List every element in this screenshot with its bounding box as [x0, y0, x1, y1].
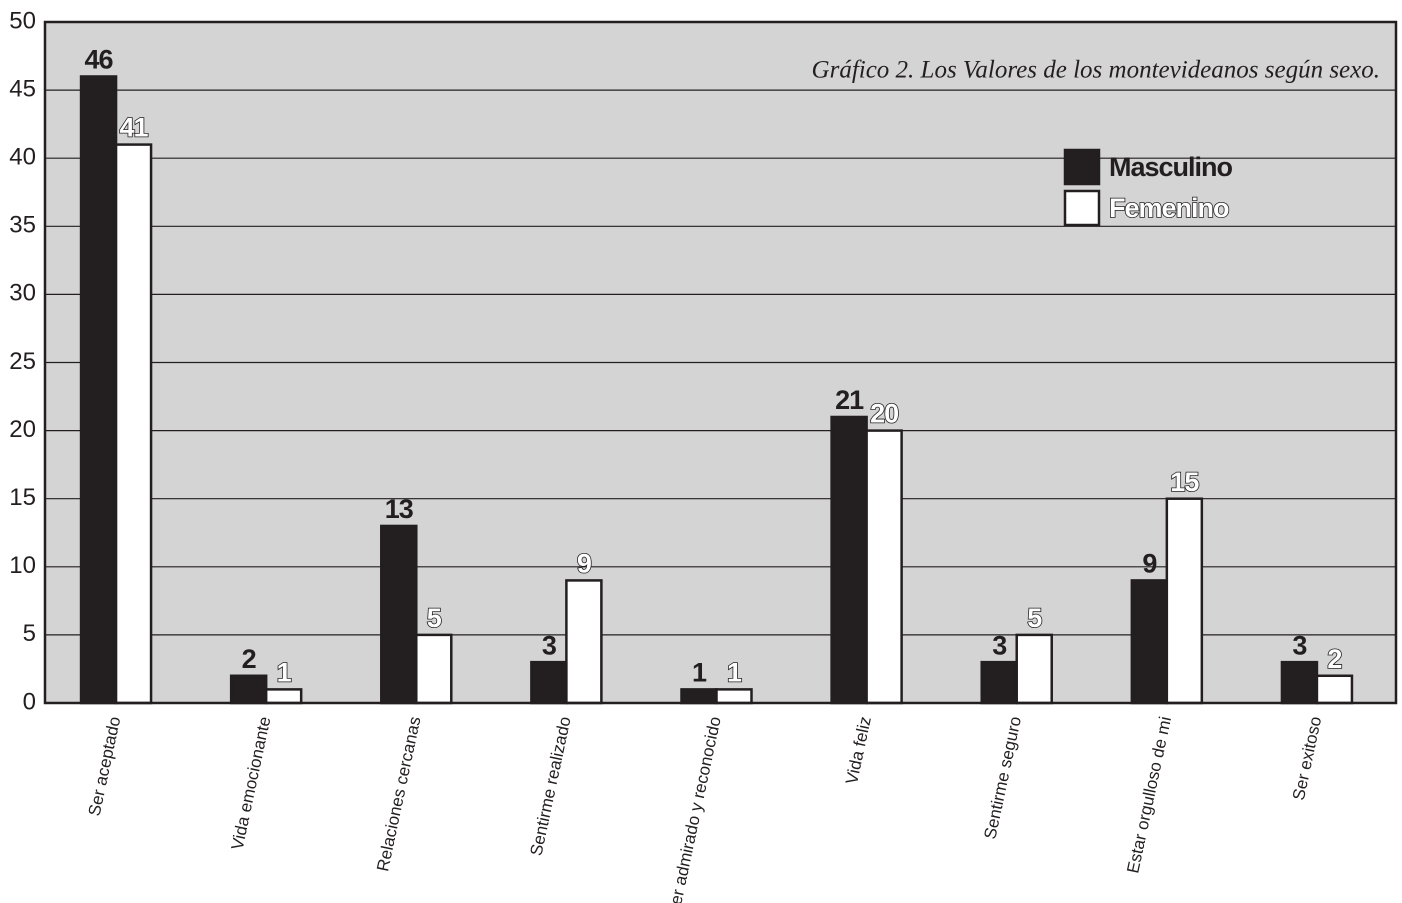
y-tick-label: 30 — [9, 280, 36, 307]
x-tick-label: Vida emocionante — [228, 715, 275, 852]
bar — [415, 633, 453, 705]
bar — [830, 415, 868, 705]
value-label: 1 — [277, 658, 292, 688]
bar — [229, 674, 268, 705]
plot-border — [43, 20, 1398, 705]
value-label: 1 — [692, 658, 707, 688]
x-tick-label: Ser aceptado — [85, 715, 125, 818]
legend-label: Masculino — [1109, 152, 1233, 182]
bar — [865, 429, 903, 705]
y-tick-label: 35 — [9, 212, 36, 239]
value-label: 2 — [1327, 644, 1341, 674]
x-tick-label: Ser admirado y reconocido — [664, 715, 725, 903]
y-tick-label: 45 — [9, 75, 36, 102]
y-tick-label: 40 — [9, 144, 36, 171]
value-label: 9 — [1142, 549, 1157, 579]
legend-label: Femenino — [1109, 193, 1229, 223]
bar — [980, 660, 1018, 705]
bar — [565, 579, 603, 705]
x-tick-label: Vida feliz — [842, 715, 875, 786]
value-label: 41 — [120, 113, 149, 143]
bar — [264, 688, 303, 705]
value-label: 9 — [577, 549, 592, 579]
value-label: 5 — [1027, 603, 1042, 633]
bar — [1130, 579, 1169, 705]
x-tick-label: Sentirme realizado — [527, 715, 575, 858]
value-label: 46 — [85, 45, 114, 75]
y-tick-label: 50 — [9, 7, 36, 34]
bar — [1015, 633, 1053, 705]
bar — [380, 524, 418, 705]
y-tick-label: 20 — [9, 416, 36, 443]
value-label: 3 — [542, 630, 557, 660]
x-tick-label: Relaciones cercanas — [373, 715, 424, 873]
y-tick-label: 5 — [23, 620, 36, 647]
value-label: 1 — [727, 658, 742, 688]
bar — [1315, 674, 1354, 705]
bar — [114, 143, 153, 705]
value-label: 3 — [992, 630, 1007, 660]
bar — [680, 688, 718, 705]
bar — [1280, 660, 1319, 705]
y-tick-label: 15 — [9, 484, 36, 511]
value-label: 20 — [870, 399, 898, 429]
y-tick-label: 25 — [9, 348, 36, 375]
legend-swatch — [1063, 148, 1101, 186]
value-label: 13 — [385, 494, 414, 524]
y-tick-label: 0 — [23, 688, 36, 715]
y-tick-label: 10 — [9, 552, 36, 579]
chart-title: Gráfico 2. Los Valores de los montevidea… — [812, 57, 1380, 84]
bar — [715, 688, 753, 705]
value-label: 5 — [427, 603, 442, 633]
legend-swatch — [1063, 189, 1101, 227]
bar — [79, 75, 118, 705]
bar — [530, 660, 568, 705]
value-label: 3 — [1292, 630, 1307, 660]
value-label: 15 — [1170, 467, 1199, 497]
x-tick-label: Estar orgulloso de mi — [1123, 715, 1175, 875]
x-tick-label: Sentirme seguro — [981, 715, 1026, 841]
bar — [1165, 497, 1204, 705]
value-label: 21 — [835, 385, 864, 415]
value-label: 2 — [242, 644, 256, 674]
x-tick-label: Ser exitoso — [1289, 715, 1325, 802]
